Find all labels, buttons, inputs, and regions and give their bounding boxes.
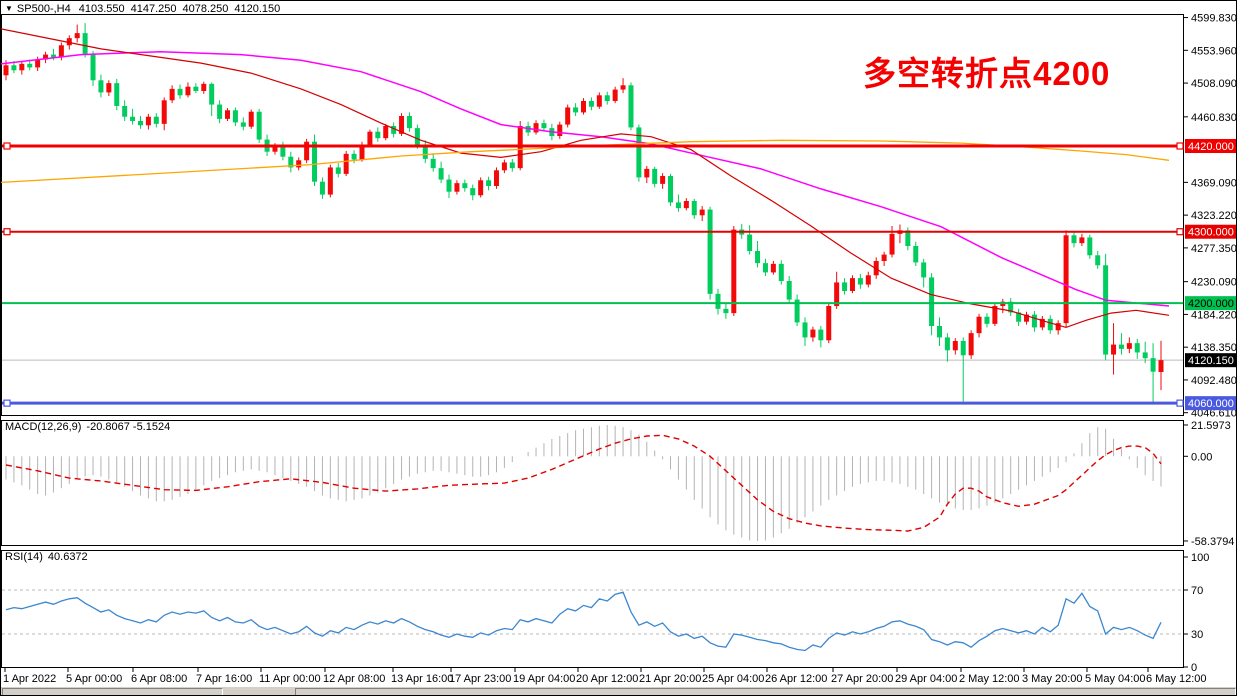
date-tick-label: 5 May 04:00 [1085, 673, 1146, 685]
date-tick-label: 3 May 20:00 [1022, 673, 1083, 685]
moving-averages-layer [1, 28, 1170, 329]
axis-tick-label: 4184.220 [1191, 309, 1237, 321]
status-strip-panel-right [295, 688, 1236, 695]
date-tick-label: 6 May 12:00 [1146, 673, 1207, 685]
price-label-4300: 4300.000 [1185, 224, 1236, 239]
pane-frames [1, 14, 1184, 668]
rsi-name: RSI(14) [5, 551, 43, 563]
status-strip-panel-left [2, 688, 223, 695]
date-tick-label: 1 Apr 2022 [3, 673, 56, 685]
date-tick-label: 20 Apr 12:00 [576, 673, 638, 685]
date-tick-label: 17 Apr 23:00 [449, 673, 511, 685]
svg-text:4300.000: 4300.000 [1188, 227, 1234, 239]
axis-tick-label: 4046.610 [1191, 408, 1237, 420]
axis-tick-label: 4508.090 [1191, 78, 1237, 90]
rsi-line [5, 591, 1162, 652]
hline-handle[interactable] [3, 228, 11, 236]
axis-tick-label: 70 [1191, 585, 1203, 597]
date-axis[interactable]: 1 Apr 2022 5 Apr 00:00 6 Apr 08:00 7 Apr 16… [3, 668, 1207, 685]
low-value: 4078.250 [182, 3, 229, 15]
right-value-axis[interactable]: 4599.830 4553.960 4508.090 4460.830 4369.090… [1184, 13, 1237, 674]
current-price-label: 4120.150 [1185, 353, 1236, 368]
hline-handle[interactable] [1176, 142, 1184, 150]
macd-name: MACD(12,26,9) [5, 421, 82, 433]
ma-orange [1, 139, 1170, 184]
axis-tick-label: 21.5973 [1191, 420, 1231, 432]
axis-tick-label: 4369.090 [1191, 177, 1237, 189]
macd-readout: MACD(12,26,9) -20.8067 -5.1524 [5, 421, 170, 433]
axis-tick-label: 4599.830 [1191, 13, 1237, 25]
axis-tick-label: -58.3794 [1191, 536, 1234, 548]
date-tick-label: 6 Apr 08:00 [131, 673, 187, 685]
close-value: 4120.150 [234, 3, 281, 15]
axis-tick-label: 4230.090 [1191, 277, 1237, 289]
macd-pane[interactable] [5, 424, 1162, 542]
axis-tick-label: 30 [1191, 629, 1203, 641]
axis-tick-label: 4460.830 [1191, 112, 1237, 124]
date-tick-label: 13 Apr 16:00 [391, 673, 453, 685]
date-tick-label: 26 Apr 12:00 [765, 673, 827, 685]
date-tick-label: 25 Apr 04:00 [702, 673, 764, 685]
rsi-values: 40.6372 [47, 551, 88, 563]
hline-handle[interactable] [1176, 228, 1184, 236]
svg-text:4060.000: 4060.000 [1188, 398, 1234, 410]
chart-annotation-text[interactable]: 多空转折点4200 [863, 55, 1111, 92]
svg-text:4120.150: 4120.150 [1188, 355, 1234, 367]
axis-tick-label: 0 [1191, 662, 1197, 674]
date-tick-label: 2 May 12:00 [959, 673, 1020, 685]
status-strip [1, 687, 1236, 695]
open-value: 4103.550 [78, 3, 125, 15]
svg-text:4420.000: 4420.000 [1188, 141, 1234, 153]
axis-tick-label: 100 [1191, 552, 1209, 564]
date-tick-label: 29 Apr 04:00 [895, 673, 957, 685]
symbol-timeframe-label: SP500-,H4 [16, 3, 71, 15]
high-value: 4147.250 [130, 3, 177, 15]
date-tick-label: 11 Apr 00:00 [259, 673, 321, 685]
macd-values: -20.8067 -5.1524 [86, 421, 171, 433]
chart-menu-arrow-icon[interactable]: ▼ [5, 4, 13, 13]
macd-histogram [5, 424, 1162, 542]
horizontal-line-objects[interactable] [2, 142, 1184, 407]
axis-tick-label: 4092.480 [1191, 375, 1237, 387]
date-tick-label: 27 Apr 20:00 [831, 673, 893, 685]
candles-layer [3, 23, 1164, 405]
axis-tick-label: 0.00 [1191, 451, 1212, 463]
hline-handle[interactable] [1176, 399, 1184, 407]
date-tick-label: 12 Apr 08:00 [323, 673, 385, 685]
macd-signal-line [5, 434, 1162, 532]
axis-tick-label: 4553.960 [1191, 45, 1237, 57]
price-label-4200: 4200.000 [1185, 296, 1236, 311]
rsi-pane[interactable] [2, 589, 1183, 652]
date-tick-label: 7 Apr 16:00 [196, 673, 252, 685]
hline-handle[interactable] [3, 399, 11, 407]
date-tick-label: 5 Apr 00:00 [66, 673, 122, 685]
date-tick-label: 21 Apr 20:00 [639, 673, 701, 685]
main-price-pane[interactable] [1, 23, 1184, 407]
axis-tick-label: 4138.350 [1191, 342, 1237, 354]
ohlc-readout: ▼ SP500-,H4 4103.550 4147.250 4078.250 4120.1… [5, 3, 286, 15]
axis-tick-label: 4277.350 [1191, 243, 1237, 255]
price-label-4420: 4420.000 [1185, 139, 1236, 153]
axis-tick-label: 4323.220 [1191, 210, 1237, 222]
ma-red [1, 28, 1170, 329]
rsi-readout: RSI(14) 40.6372 [5, 551, 88, 563]
date-tick-label: 19 Apr 04:00 [513, 673, 575, 685]
svg-text:4200.000: 4200.000 [1188, 298, 1234, 310]
hline-handle[interactable] [3, 142, 11, 150]
price-label-4060: 4060.000 [1185, 396, 1236, 411]
